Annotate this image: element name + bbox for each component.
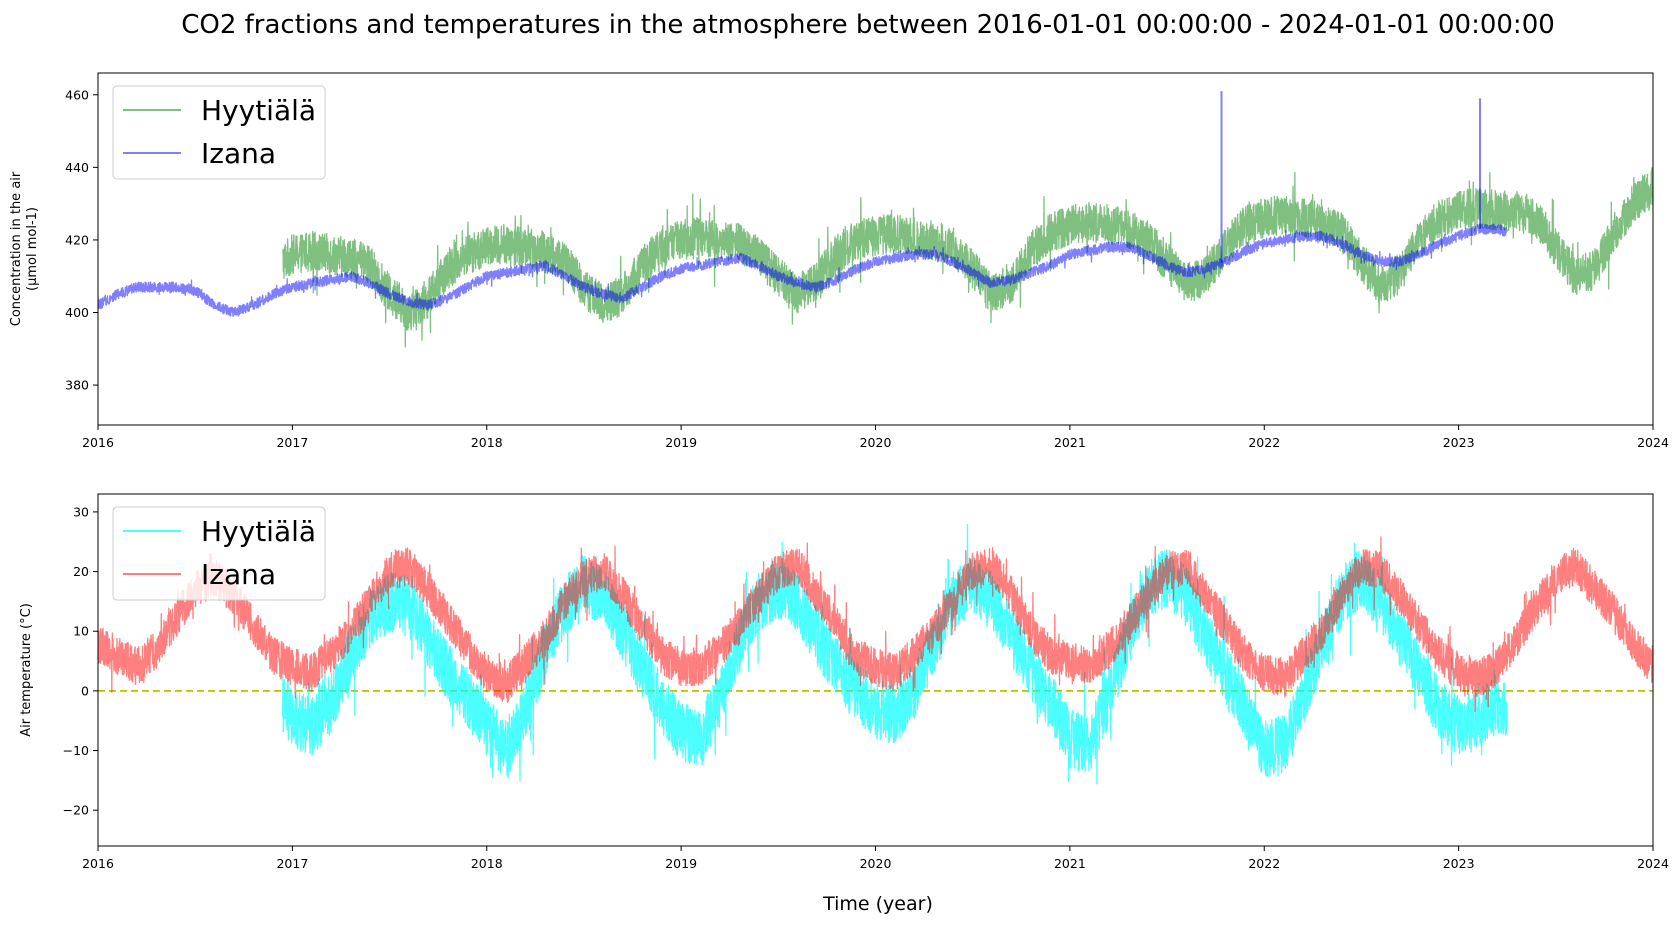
x-tick-label: 2021 [1054,435,1086,450]
series-line-hyyti-l- [282,167,1653,348]
x-tick-label: 2018 [471,435,503,450]
series-line-hyyti-l- [282,524,1508,785]
x-tick-label: 2019 [665,856,697,871]
x-tick-label: 2024 [1637,435,1669,450]
x-tick-label: 2017 [276,856,308,871]
y-tick-label: 400 [65,305,89,320]
y-tick-label: 20 [73,564,89,579]
x-tick-label: 2019 [665,435,697,450]
x-tick-label: 2017 [276,435,308,450]
y-tick-label: −20 [63,803,89,818]
y-tick-label: 0 [81,683,89,698]
y-axis-label: Air temperature (°C) [19,603,34,737]
x-tick-label: 2022 [1248,856,1280,871]
y-tick-label: 380 [65,378,89,393]
x-tick-label: 2022 [1248,435,1280,450]
y-tick-label: 460 [65,87,89,102]
series-line-izana [98,223,1508,317]
legend-entry-label: Izana [201,558,276,591]
x-tick-label: 2020 [860,435,892,450]
x-tick-label: 2020 [860,856,892,871]
series-line-izana [98,536,1653,713]
y-tick-label: 30 [73,504,89,519]
y-axis-label: (µmol mol-1) [25,207,40,291]
x-tick-label: 2024 [1637,856,1669,871]
plot-area [98,91,1653,348]
y-tick-label: −10 [63,743,89,758]
y-axis-label: Concentration in the air [9,171,24,326]
x-axis-label: Time (year) [822,893,933,915]
y-tick-label: 420 [65,232,89,247]
y-tick-label: 440 [65,160,89,175]
co2-concentration-panel: 2016 2017 2018 2019 2020 2021 2022 2023 2024 380 4… [9,72,1669,450]
x-tick-label: 2018 [471,856,503,871]
x-tick-label: 2021 [1054,856,1086,871]
x-tick-label: 2023 [1443,435,1475,450]
figure-title: CO2 fractions and temperatures in the at… [181,10,1555,40]
y-tick-label: 10 [73,624,89,639]
x-tick-label: 2016 [82,856,114,871]
x-tick-label: 2016 [82,435,114,450]
air-temperature-panel: 2016 2017 2018 2019 2020 2021 2022 2023 2024 −20 −… [19,493,1669,871]
legend-entry-label: Hyytiälä [201,94,316,127]
legend-entry-label: Hyytiälä [201,515,316,548]
plot-area [98,524,1653,785]
x-tick-label: 2023 [1443,856,1475,871]
legend-entry-label: Izana [201,137,276,170]
